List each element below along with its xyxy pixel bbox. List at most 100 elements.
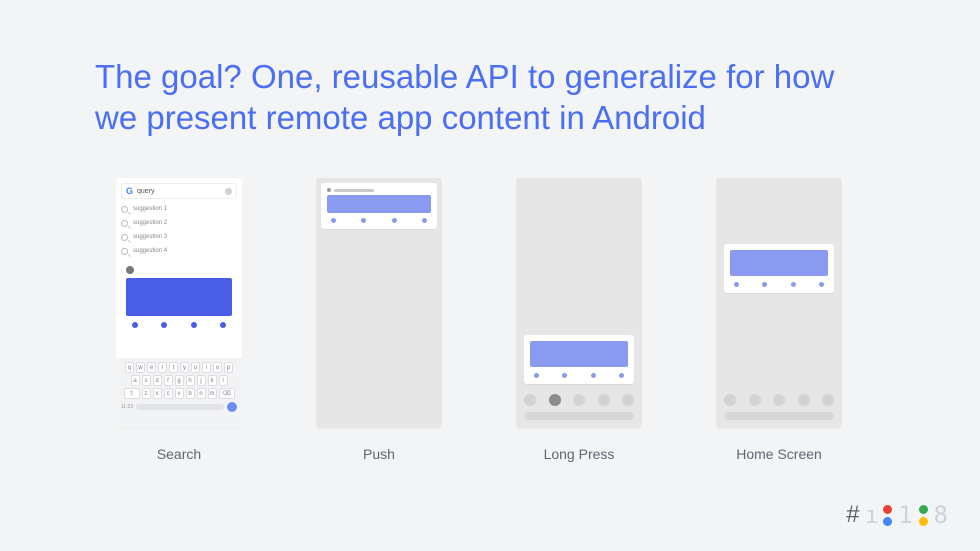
dock-app-icon <box>724 394 736 406</box>
shift-key: ⇧ <box>124 388 140 399</box>
key-e: e <box>147 362 156 373</box>
logo-o-left <box>883 505 892 526</box>
action-dot-icon <box>191 322 197 328</box>
key-s: s <box>142 375 151 386</box>
phone-push <box>316 178 442 428</box>
dock <box>716 388 842 428</box>
dock-app-icon <box>524 394 536 406</box>
key-j: j <box>197 375 206 386</box>
key-u: u <box>191 362 200 373</box>
keyboard-row: asdfghjkl <box>119 375 239 386</box>
action-dot-icon <box>132 322 138 328</box>
caption-search: Search <box>157 446 201 462</box>
longpress-slice <box>524 335 634 384</box>
action-dot-icon <box>331 218 336 223</box>
example-longpress: Long Press <box>516 178 642 462</box>
dock-apps <box>724 394 834 406</box>
dock-pill <box>524 412 634 420</box>
slide-heading: The goal? One, reusable API to generaliz… <box>95 56 885 139</box>
keyboard-bottom-bar: 11:23 <box>119 401 239 413</box>
key-y: y <box>180 362 189 373</box>
slice-hero <box>530 341 628 367</box>
dock-app-icon <box>573 394 585 406</box>
key-f: f <box>164 375 173 386</box>
dock-app-icon <box>598 394 610 406</box>
key-x: x <box>153 388 162 399</box>
key-q: q <box>125 362 134 373</box>
dock <box>516 388 642 428</box>
key-b: b <box>186 388 195 399</box>
slice-hero <box>327 195 431 213</box>
hash-icon: # <box>846 501 859 529</box>
dock-app-icon <box>822 394 834 406</box>
action-dot-icon <box>422 218 427 223</box>
search-icon <box>121 248 128 255</box>
key-z: z <box>142 388 151 399</box>
action-dot-icon <box>361 218 366 223</box>
key-o: o <box>213 362 222 373</box>
key-v: v <box>175 388 184 399</box>
suggestion-text: suggestion 4 <box>133 248 167 254</box>
suggestion-item: suggestion 4 <box>121 244 237 258</box>
suggestion-list: suggestion 1 suggestion 2 suggestion 3 sugg… <box>121 202 237 258</box>
logo-dot-icon <box>919 505 928 514</box>
action-dot-icon <box>534 373 539 378</box>
slice-hero <box>126 278 232 316</box>
app-icon <box>126 266 134 274</box>
caption-homescreen: Home Screen <box>736 446 822 462</box>
key-d: d <box>153 375 162 386</box>
dock-app-icon <box>549 394 561 406</box>
key-p: p <box>224 362 233 373</box>
action-dot-icon <box>734 282 739 287</box>
keyboard-row: qwertyuiop <box>119 362 239 373</box>
notif-title-bar <box>334 189 374 192</box>
go-button-icon <box>227 402 237 412</box>
logo-i: ı <box>865 501 879 529</box>
slice-actions <box>327 213 431 223</box>
logo-1: 1 <box>898 501 912 529</box>
key-k: k <box>208 375 217 386</box>
suggestion-item: suggestion 3 <box>121 230 237 244</box>
action-dot-icon <box>791 282 796 287</box>
notif-meta <box>327 188 431 192</box>
logo-dot-icon <box>883 505 892 514</box>
phone-search: G query suggestion 1suggestion 2suggesti… <box>116 178 242 428</box>
action-dot-icon <box>819 282 824 287</box>
dock-app-icon <box>773 394 785 406</box>
key-n: n <box>197 388 206 399</box>
dock-app-icon <box>749 394 761 406</box>
search-icon <box>121 206 128 213</box>
action-dot-icon <box>220 322 226 328</box>
suggestion-text: suggestion 3 <box>133 234 167 240</box>
suggestion-item: suggestion 2 <box>121 216 237 230</box>
dock-app-icon <box>622 394 634 406</box>
action-dot-icon <box>619 373 624 378</box>
dock-app-icon <box>798 394 810 406</box>
action-dot-icon <box>161 322 167 328</box>
key-w: w <box>136 362 145 373</box>
action-dot-icon <box>591 373 596 378</box>
key-a: a <box>131 375 140 386</box>
homescreen-widget <box>724 244 834 293</box>
search-icon <box>121 220 128 227</box>
backspace-key: ⌫ <box>219 388 235 399</box>
action-dot-icon <box>562 373 567 378</box>
search-bar: G query <box>121 183 237 199</box>
dock-apps <box>524 394 634 406</box>
examples-row: G query suggestion 1suggestion 2suggesti… <box>116 178 876 462</box>
key-h: h <box>186 375 195 386</box>
slice-hero <box>730 250 828 276</box>
logo-8: 8 <box>934 501 948 529</box>
logo-dot-icon <box>883 517 892 526</box>
example-search: G query suggestion 1suggestion 2suggesti… <box>116 178 242 462</box>
suggestion-text: suggestion 1 <box>133 206 167 212</box>
key-t: t <box>169 362 178 373</box>
key-i: i <box>202 362 211 373</box>
key-l: l <box>219 375 228 386</box>
caption-push: Push <box>363 446 395 462</box>
keyboard-row: ⇧zxcvbnm⌫ <box>119 388 239 399</box>
mic-icon <box>225 188 232 195</box>
search-query-text: query <box>137 188 221 195</box>
caption-longpress: Long Press <box>544 446 615 462</box>
action-dot-icon <box>762 282 767 287</box>
